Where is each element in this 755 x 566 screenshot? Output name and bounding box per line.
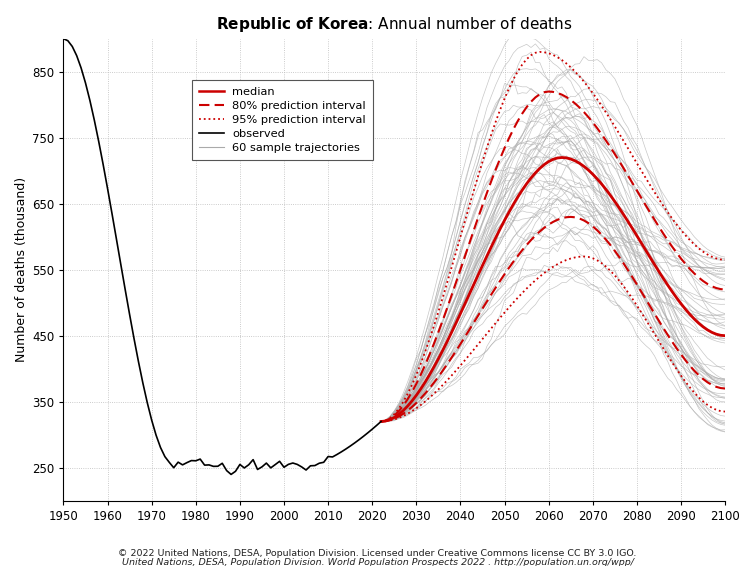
Legend: median, 80% prediction interval, 95% prediction interval, observed, 60 sample tr: median, 80% prediction interval, 95% pre… (193, 80, 373, 160)
Y-axis label: Number of deaths (thousand): Number of deaths (thousand) (15, 177, 28, 362)
Title: $\bf{Republic\ of\ Korea}$: Annual number of deaths: $\bf{Republic\ of\ Korea}$: Annual numbe… (216, 15, 572, 34)
Text: United Nations, DESA, Population Division. World Population Prospects 2022 . htt: United Nations, DESA, Population Divisio… (122, 558, 633, 566)
Text: © 2022 United Nations, DESA, Population Division. Licensed under Creative Common: © 2022 United Nations, DESA, Population … (119, 549, 636, 558)
